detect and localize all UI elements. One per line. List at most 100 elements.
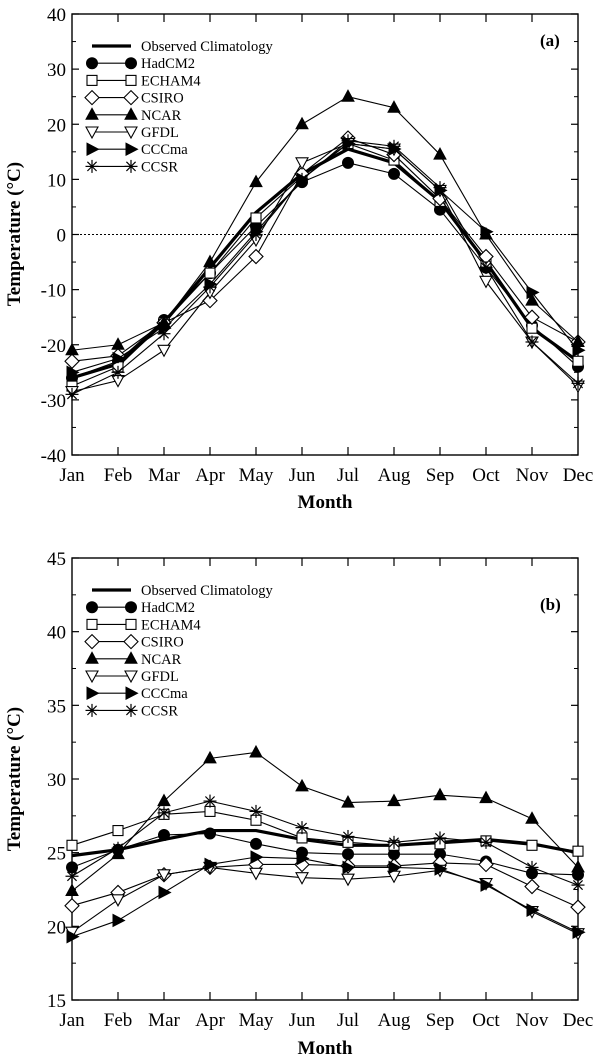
y-tick-label: 40 — [47, 623, 66, 644]
marker-open-square — [250, 212, 262, 224]
marker-filled-triangle-right — [572, 343, 586, 358]
y-tick-label: 25 — [47, 844, 66, 865]
series-line — [71, 862, 579, 908]
marker-filled-triangle-right — [434, 862, 448, 876]
marker-open-square — [125, 74, 137, 86]
panel-label: (a) — [540, 31, 560, 50]
legend-label: CCSR — [141, 703, 178, 719]
marker-filled-triangle-up — [124, 107, 138, 120]
series-ccsr — [65, 794, 585, 892]
marker-asterisk — [295, 821, 309, 835]
marker-filled-triangle-up — [433, 147, 447, 160]
marker-asterisk — [341, 134, 355, 148]
marker-filled-triangle-right — [342, 860, 356, 875]
marker-filled-triangle-right — [250, 850, 264, 864]
marker-filled-triangle-up — [571, 859, 585, 873]
legend-label: CSIRO — [141, 635, 184, 651]
marker-asterisk — [65, 387, 79, 401]
x-tick-label: Jan — [59, 465, 85, 486]
marker-asterisk — [479, 261, 493, 275]
marker-filled-circle — [388, 167, 400, 180]
legend-item: ECHAM4 — [86, 617, 201, 633]
series-line — [71, 142, 579, 387]
x-tick-label: Feb — [104, 1010, 133, 1031]
marker-filled-triangle-up — [65, 883, 79, 896]
legend-item: CSIRO — [84, 633, 184, 651]
x-tick-label: Dec — [563, 1010, 594, 1031]
marker-open-triangle-down — [85, 126, 99, 140]
x-axis-title: Month — [298, 1038, 353, 1059]
marker-open-diamond — [123, 89, 139, 106]
marker-open-square — [572, 355, 584, 367]
marker-filled-triangle-up — [203, 750, 217, 764]
x-axis-title: Month — [298, 492, 353, 513]
series-line — [71, 142, 579, 393]
series-observed-climatology — [71, 147, 579, 380]
marker-asterisk — [249, 804, 263, 818]
panel-label: (b) — [540, 595, 561, 614]
marker-filled-triangle-right — [572, 925, 586, 940]
marker-filled-triangle-up — [341, 89, 355, 102]
marker-asterisk — [85, 159, 99, 173]
marker-asterisk — [387, 139, 401, 153]
x-tick-label: Nov — [516, 1010, 549, 1031]
marker-open-square — [296, 832, 308, 844]
marker-open-triangle-down — [341, 873, 355, 887]
marker-filled-triangle-right — [86, 686, 100, 701]
marker-filled-triangle-up — [111, 337, 125, 350]
x-tick-label: Sep — [426, 1010, 455, 1031]
marker-asterisk — [571, 878, 585, 892]
y-tick-label: -10 — [41, 281, 66, 302]
series-line — [71, 810, 579, 852]
x-tick-label: Feb — [104, 465, 133, 486]
marker-filled-triangle-right — [86, 142, 100, 157]
series-hadcm2 — [66, 827, 584, 881]
marker-open-diamond — [84, 89, 100, 106]
marker-open-diamond — [570, 899, 586, 915]
series-ncar — [65, 744, 585, 896]
marker-open-square — [86, 618, 98, 630]
y-tick-label: 30 — [47, 770, 66, 791]
legend-item: Observed Climatology — [92, 39, 273, 55]
y-tick-label: 30 — [47, 60, 66, 81]
y-tick-label: -40 — [41, 446, 66, 467]
x-tick-label: Apr — [195, 465, 225, 486]
legend-label: HadCM2 — [141, 56, 195, 72]
series-echam4 — [66, 137, 584, 392]
marker-filled-circle — [158, 828, 170, 841]
marker-open-diamond — [248, 248, 264, 265]
marker-filled-triangle-up — [295, 116, 309, 130]
marker-filled-triangle-right — [112, 913, 126, 928]
series-line — [71, 828, 579, 858]
marker-asterisk — [157, 327, 171, 341]
marker-filled-circle — [86, 601, 98, 614]
marker-open-diamond — [64, 897, 80, 914]
marker-open-diamond — [123, 633, 139, 650]
marker-open-triangle-down — [85, 670, 99, 684]
marker-filled-triangle-right — [204, 857, 218, 872]
marker-open-triangle-down — [157, 344, 171, 358]
marker-filled-circle — [86, 57, 98, 70]
y-tick-label: -20 — [41, 336, 66, 357]
x-tick-label: Jul — [337, 1010, 359, 1031]
marker-open-diamond — [84, 633, 100, 650]
legend-item: ECHAM4 — [86, 73, 201, 89]
marker-asterisk — [65, 869, 79, 883]
marker-asterisk — [341, 829, 355, 843]
series-line — [71, 751, 579, 892]
legend-item: HadCM2 — [86, 56, 195, 72]
marker-asterisk — [124, 703, 138, 717]
series-line — [71, 96, 579, 351]
series-ccsr — [65, 134, 585, 401]
series-line — [71, 866, 579, 935]
x-tick-label: Jan — [59, 1010, 85, 1031]
marker-filled-circle — [342, 848, 354, 861]
marker-filled-triangle-right — [125, 142, 139, 157]
legend-label: CCCma — [141, 686, 188, 702]
y-tick-label: 40 — [47, 5, 66, 26]
marker-filled-circle — [204, 827, 216, 840]
marker-filled-triangle-up — [387, 100, 401, 113]
legend-item: Observed Climatology — [92, 583, 273, 599]
marker-asterisk — [85, 703, 99, 717]
